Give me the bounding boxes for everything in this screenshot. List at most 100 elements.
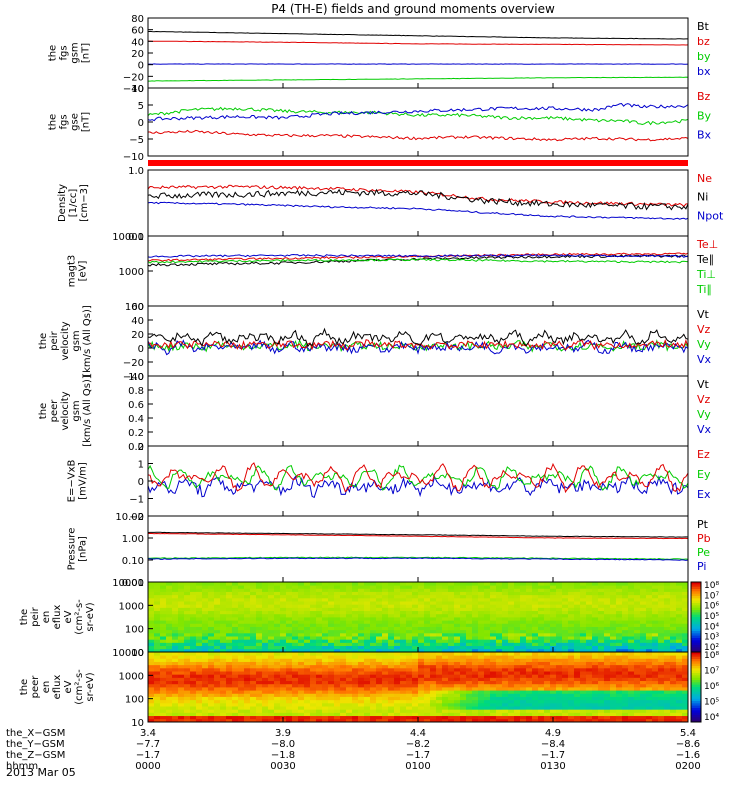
spectrogram-cell: [388, 594, 395, 599]
spectrogram-cell: [406, 594, 413, 599]
spectrogram-cell: [364, 677, 371, 682]
spectrogram-cell: [352, 690, 359, 694]
spectrogram-cell: [148, 699, 155, 704]
spectrogram-cell: [334, 702, 341, 707]
spectrogram-cell: [646, 712, 653, 717]
spectrogram-cell: [346, 677, 353, 682]
spectrogram-cell: [172, 706, 179, 710]
spectrogram-cell: [148, 632, 155, 637]
spectrogram-cell: [586, 671, 593, 675]
spectrogram-cell: [412, 642, 419, 647]
spectrogram-cell: [226, 582, 233, 586]
spectrogram-cell: [346, 709, 353, 713]
spectrogram-cell: [424, 648, 431, 653]
spectrogram-cell: [592, 626, 599, 631]
spectrogram-cell: [658, 623, 665, 627]
spectrogram-cell: [238, 706, 245, 710]
spectrogram-cell: [502, 591, 509, 596]
spectrogram-cell: [334, 642, 341, 647]
spectrogram-cell: [172, 652, 179, 656]
y-axis-label-line: sr-eV): [85, 672, 96, 701]
spectrogram-cell: [274, 674, 281, 678]
spectrogram-cell: [448, 712, 455, 717]
spectrogram-cell: [496, 652, 503, 656]
spectrogram-cell: [682, 709, 689, 713]
spectrogram-cell: [562, 632, 569, 637]
spectrogram-cell: [466, 645, 473, 650]
spectrogram-cell: [154, 617, 161, 621]
spectrogram-cell: [640, 664, 647, 669]
spectrogram-cell: [394, 661, 401, 666]
spectrogram-cell: [580, 610, 587, 615]
spectrogram-cell: [166, 623, 173, 627]
spectrogram-cell: [184, 620, 191, 624]
spectrogram-cell: [304, 636, 311, 640]
spectrogram-cell: [418, 613, 425, 618]
spectrogram-cell: [304, 591, 311, 596]
spectrogram-cell: [562, 674, 569, 678]
spectrogram-cell: [640, 671, 647, 675]
y-tick-label: 1000: [119, 601, 144, 612]
spectrogram-cell: [394, 620, 401, 624]
spectrogram-cell: [562, 639, 569, 643]
spectrogram-cell: [610, 671, 617, 675]
spectrogram-cell: [622, 626, 629, 631]
spectrogram-cell: [322, 620, 329, 624]
spectrogram-cell: [226, 712, 233, 717]
spectrogram-cell: [322, 617, 329, 621]
spectrogram-cell: [388, 632, 395, 637]
spectrogram-cell: [472, 702, 479, 707]
spectrogram-cell: [466, 629, 473, 634]
spectrogram-cell: [496, 601, 503, 605]
spectrogram-cell: [628, 661, 635, 666]
spectrogram-cell: [148, 604, 155, 608]
spectrogram-cell: [502, 715, 509, 720]
y-tick-label: 0: [138, 61, 144, 72]
spectrogram-cell: [370, 655, 377, 659]
spectrogram-cell: [196, 699, 203, 704]
colorbar-tick-label: 10⁷: [704, 667, 719, 677]
spectrogram-cell: [394, 680, 401, 685]
spectrogram-cell: [334, 706, 341, 710]
spectrogram-cell: [526, 591, 533, 596]
spectrogram-cell: [346, 661, 353, 666]
spectrogram-cell: [514, 709, 521, 713]
spectrogram-cell: [592, 585, 599, 589]
spectrogram-cell: [262, 642, 269, 647]
spectrogram-cell: [478, 610, 485, 615]
spectrogram-cell: [382, 683, 389, 688]
spectrogram-cell: [160, 591, 167, 596]
spectrogram-cell: [244, 645, 251, 650]
spectrogram-cell: [628, 645, 635, 650]
y-axis-label-line: [km/s (All Qs)]: [82, 375, 93, 447]
spectrogram-cell: [478, 613, 485, 618]
spectrogram-cell: [280, 699, 287, 704]
spectrogram-cell: [676, 655, 683, 659]
y-tick-label: 0.2: [128, 428, 144, 439]
spectrogram-cell: [208, 601, 215, 605]
spectrogram-cell: [196, 636, 203, 640]
spectrogram-cell: [196, 591, 203, 596]
spectrogram-cell: [202, 667, 209, 672]
spectrogram-cell: [580, 629, 587, 634]
spectrogram-cell: [244, 664, 251, 669]
spectrogram-cell: [670, 718, 677, 723]
spectrogram-cell: [526, 601, 533, 605]
spectrogram-cell: [340, 582, 347, 586]
spectrogram-cell: [208, 623, 215, 627]
spectrogram-cell: [640, 712, 647, 717]
spectrogram-cell: [160, 652, 167, 656]
colorbar-segment: [691, 582, 701, 585]
x-tick-value: 3.9: [275, 728, 291, 739]
spectrogram-cell: [148, 712, 155, 717]
spectrogram-cell: [250, 620, 257, 624]
legend-label: Bt: [697, 20, 710, 33]
spectrogram-cell: [442, 696, 449, 701]
spectrogram-cell: [232, 664, 239, 669]
legend-label: Vt: [697, 308, 710, 321]
spectrogram-cell: [496, 607, 503, 612]
spectrogram-cell: [574, 709, 581, 713]
spectrogram-cell: [208, 680, 215, 685]
spectrogram-cell: [598, 623, 605, 627]
spectrogram-cell: [436, 680, 443, 685]
